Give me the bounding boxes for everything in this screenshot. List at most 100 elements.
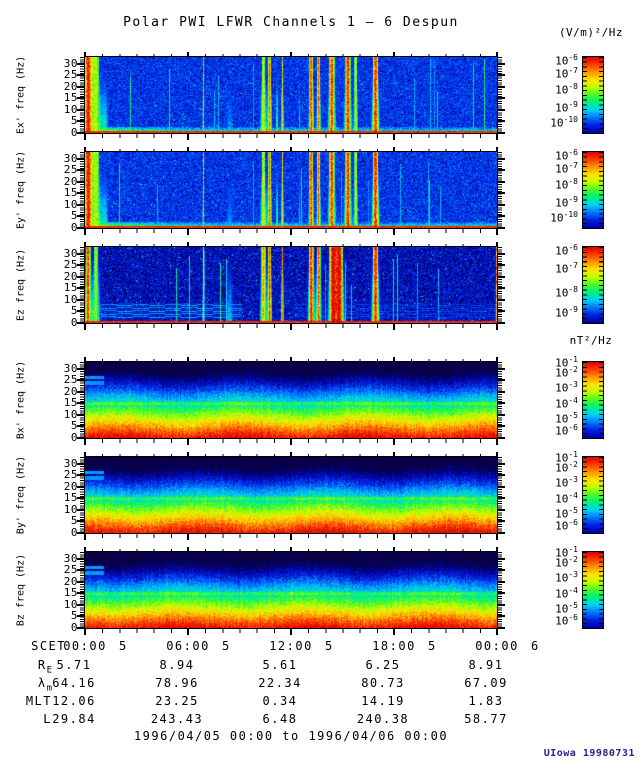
- ephemeris-value: 8.91: [468, 658, 504, 672]
- colorbar-tick-label: 10-5: [555, 411, 578, 426]
- spectrogram-box: [84, 361, 498, 439]
- colorbar-tick-label: 10-1: [555, 545, 578, 560]
- x-major-tick: [290, 324, 292, 330]
- ephemeris-row-label: L: [43, 712, 52, 726]
- ephemeris-value: 6.25: [365, 658, 401, 672]
- y-tick-label: 10: [63, 197, 78, 211]
- colorbar-tick-label: 10-10: [550, 210, 578, 225]
- ephemeris-value: 5.71: [56, 658, 92, 672]
- x-major-tick: [393, 439, 395, 445]
- ephemeris-value: 58.77: [464, 712, 508, 726]
- ephemeris-value: 67.09: [464, 676, 508, 690]
- x-major-tick: [290, 452, 292, 457]
- colorbar-tick-label: 10-1: [555, 355, 578, 370]
- y-tick-label: 0: [70, 316, 78, 329]
- y-tick-label: 5: [70, 304, 78, 318]
- colorbar-ticks: [599, 57, 603, 133]
- colorbar-tick-label: 10-7: [555, 66, 578, 81]
- colorbar: [582, 151, 604, 229]
- y-tick-label: 20: [63, 574, 78, 588]
- x-major-tick: [496, 324, 498, 330]
- x-major-tick: [496, 134, 498, 140]
- credit-label: UIowa 19980731: [543, 748, 635, 759]
- colorbar-tick-label: 10-10: [550, 115, 578, 130]
- y-tick-label: 15: [63, 281, 78, 295]
- ephemeris-value: 240.38: [356, 712, 410, 726]
- colorbar-tick-label: 10-5: [555, 506, 578, 521]
- colorbar-exponent: -3: [568, 570, 578, 579]
- colorbar-gradient: [583, 152, 603, 228]
- x-major-tick: [393, 534, 395, 540]
- x-major-tick: [290, 147, 292, 152]
- y-minor-ticks: [497, 57, 502, 133]
- y-major-tick: [497, 227, 505, 229]
- x-major-tick: [84, 452, 86, 457]
- y-tick-label: 10: [63, 292, 78, 306]
- y-minor-ticks: [80, 247, 85, 323]
- colorbar-exponent: -3: [568, 475, 578, 484]
- y-tick-label: 0: [70, 526, 78, 539]
- x-major-tick: [393, 629, 395, 635]
- y-minor-ticks: [80, 457, 85, 533]
- spectrogram-box: [84, 151, 498, 229]
- x-major-tick: [84, 357, 86, 362]
- x-major-tick: [496, 147, 498, 152]
- colorbar-tick-label: 10-5: [555, 601, 578, 616]
- ephemeris-value: 78.96: [155, 676, 199, 690]
- scet-day-label: 5: [325, 639, 334, 653]
- ephemeris-value: 14.19: [361, 694, 405, 708]
- spectrogram-canvas-6: [85, 552, 497, 628]
- y-major-tick: [497, 627, 505, 629]
- y-tick-label: 10: [63, 102, 78, 116]
- ephemeris-value: 23.25: [155, 694, 199, 708]
- y-major-tick: [497, 132, 505, 134]
- ephemeris-value: 29.84: [52, 712, 96, 726]
- x-major-tick: [496, 439, 498, 445]
- panel-ylabel-text: Ex' freq (Hz): [15, 55, 27, 135]
- scet-day-label: 5: [428, 639, 437, 653]
- colorbar-tick-label: 10-2: [555, 460, 578, 475]
- panel-ylabel-text: Bx' freq (Hz): [15, 360, 27, 440]
- x-major-tick: [187, 324, 189, 330]
- colorbar-exponent: -1: [568, 545, 578, 554]
- colorbar-tick-label: 10-9: [555, 100, 578, 115]
- colorbar-tick-label: 10-3: [555, 570, 578, 585]
- x-major-tick: [187, 452, 189, 457]
- y-major-tick: [497, 322, 505, 324]
- ephemeris-row-label: λm: [37, 676, 52, 694]
- y-major-tick: [77, 227, 85, 229]
- panel-ylabel-text: Ey' freq (Hz): [15, 150, 27, 230]
- colorbar-exponent: -8: [568, 82, 578, 91]
- y-tick-label: 25: [63, 468, 78, 482]
- x-major-tick: [290, 242, 292, 247]
- colorbar-tick-label: 10-8: [555, 177, 578, 192]
- x-major-tick: [187, 147, 189, 152]
- colorbar-exponent: -4: [568, 396, 578, 405]
- colorbar-exponent: -6: [568, 518, 578, 527]
- y-tick-label: 25: [63, 563, 78, 577]
- y-tick-label: 0: [70, 221, 78, 234]
- scet-time-label: 00:00: [63, 639, 107, 653]
- y-tick-label: 20: [63, 79, 78, 93]
- colorbar-tick-label: 10-6: [555, 613, 578, 628]
- y-minor-ticks: [497, 362, 502, 438]
- scet-time-label: 06:00: [166, 639, 210, 653]
- spectrogram-canvas-4: [85, 362, 497, 438]
- colorbar-tick-label: 10-6: [555, 53, 578, 68]
- colorbar: [582, 456, 604, 534]
- x-major-tick: [496, 357, 498, 362]
- colorbar-gradient: [583, 552, 603, 628]
- x-major-tick: [290, 134, 292, 140]
- y-minor-ticks: [497, 457, 502, 533]
- colorbar-exponent: -2: [568, 555, 578, 564]
- x-major-tick: [187, 52, 189, 57]
- y-tick-label: 10: [63, 407, 78, 421]
- panel-ylabel-text: Bz freq (Hz): [15, 553, 27, 627]
- date-range-label: 1996/04/05 00:00 to 1996/04/06 00:00: [133, 729, 449, 743]
- y-tick-label: 5: [70, 609, 78, 623]
- colorbar-ticks: [583, 552, 587, 628]
- panel-ylabel: Ex' freq (Hz): [10, 55, 32, 135]
- y-major-tick: [77, 322, 85, 324]
- page-title: Polar PWI LFWR Channels 1 — 6 Despun: [123, 15, 459, 30]
